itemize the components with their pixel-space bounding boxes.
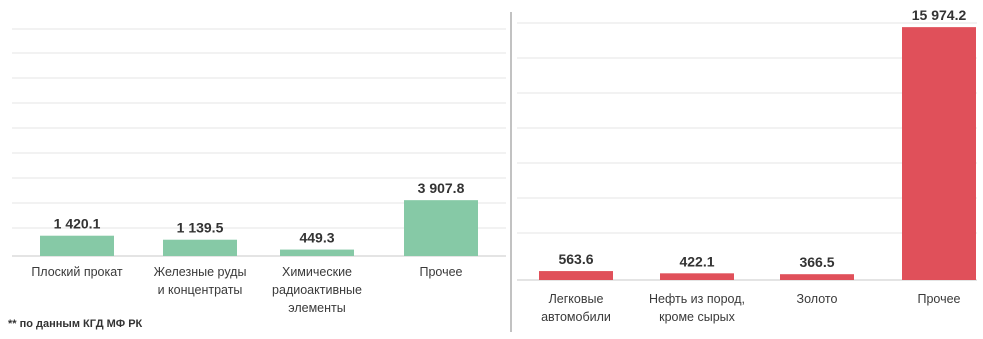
bar: [780, 274, 854, 280]
category-label: Плоский прокат: [31, 265, 123, 279]
bar: [40, 235, 114, 256]
left-bar-chart: 1 420.1 Плоский прокат 1 139.5 Железные руд…: [12, 28, 506, 315]
category-label: Прочее: [917, 292, 960, 306]
bar-value-label: 1 139.5: [177, 220, 224, 236]
bar-value-label: 366.5: [799, 254, 834, 270]
category-label: Химические радиоактивные элементы: [272, 265, 362, 315]
bar: [902, 27, 976, 280]
right-bar-chart: 563.6 Легковые автомобили 422.1 Нефть из пор…: [517, 7, 977, 324]
bar-value-label: 422.1: [679, 253, 714, 269]
category-label: Легковые автомобили: [541, 292, 611, 324]
bar: [163, 239, 237, 256]
bar: [660, 273, 734, 280]
category-label: Железные руды и концентраты: [154, 265, 247, 297]
category-label: Нефть из пород, кроме сырых: [649, 292, 745, 324]
bar-value-label: 563.6: [558, 251, 593, 267]
bar-value-label: 3 907.8: [418, 180, 465, 196]
bar: [539, 271, 613, 280]
bar-value-label: 15 974.2: [912, 7, 967, 23]
bar-value-label: 449.3: [299, 230, 334, 246]
category-label: Прочее: [419, 265, 462, 279]
bar-value-label: 1 420.1: [54, 216, 101, 232]
bar: [280, 249, 354, 256]
source-footnote: ** по данным КГД МФ РК: [8, 318, 143, 330]
category-label: Золото: [797, 292, 838, 306]
bar: [404, 200, 478, 256]
